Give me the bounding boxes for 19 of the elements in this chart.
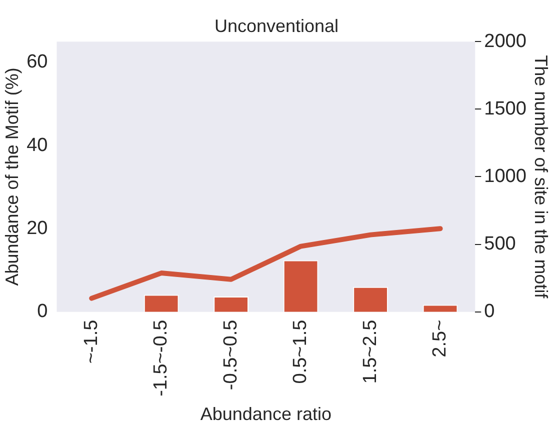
x-tick-label: -1.5~-0.5 [150, 320, 172, 396]
y-axis-title: Abundance of the Motif (%) [2, 68, 22, 286]
x-tick-label: 1.5~2.5 [360, 320, 381, 384]
y2-tick-label: 500 [484, 234, 516, 255]
x-tick-label: 2.5~ [430, 320, 450, 358]
y2-tick-label: 2000 [484, 30, 526, 52]
x-tick-label: -0.5~0.5 [220, 320, 242, 390]
y2-axis-title: The number of site in the motif [531, 55, 552, 300]
y2-tick-label: 1000 [484, 166, 526, 187]
x-tick-label: 0.5~1.5 [290, 320, 312, 384]
chart-title: Unconventional [214, 16, 339, 36]
y-tick-label: 60 [26, 52, 48, 73]
y-tick-label: 20 [26, 218, 48, 239]
y2-tick-label: 1500 [484, 98, 526, 120]
x-axis-title: Abundance ratio [200, 404, 332, 424]
y2-tick-label: 0 [484, 301, 495, 322]
x-tick-label: ~-1.5 [80, 320, 102, 364]
y-tick-label: 40 [26, 134, 48, 156]
y-tick-label: 0 [37, 301, 48, 322]
